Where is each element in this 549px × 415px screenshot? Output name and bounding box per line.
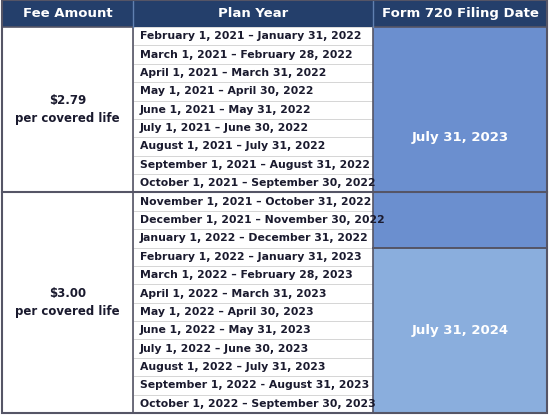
Text: October 1, 2021 – September 30, 2022: October 1, 2021 – September 30, 2022 (140, 178, 376, 188)
Bar (373, 27, 547, 248)
Bar (133, 339, 373, 358)
Bar (133, 303, 373, 321)
Bar (133, 137, 373, 156)
Text: Plan Year: Plan Year (218, 7, 288, 20)
Text: $3.00
per covered life: $3.00 per covered life (15, 287, 120, 318)
Text: February 1, 2022 – January 31, 2023: February 1, 2022 – January 31, 2023 (140, 252, 362, 262)
Text: April 1, 2022 – March 31, 2023: April 1, 2022 – March 31, 2023 (140, 288, 327, 298)
Bar (133, 211, 373, 229)
Text: May 1, 2021 – April 30, 2022: May 1, 2021 – April 30, 2022 (140, 86, 313, 96)
Text: July 1, 2022 – June 30, 2023: July 1, 2022 – June 30, 2023 (140, 344, 309, 354)
Bar (133, 64, 373, 82)
Text: September 1, 2021 – August 31, 2022: September 1, 2021 – August 31, 2022 (140, 160, 370, 170)
Text: July 31, 2024: July 31, 2024 (411, 324, 508, 337)
Text: July 1, 2021 – June 30, 2022: July 1, 2021 – June 30, 2022 (140, 123, 309, 133)
Text: Fee Amount: Fee Amount (23, 7, 113, 20)
Bar (133, 266, 373, 284)
Bar (133, 0, 373, 27)
Bar (133, 358, 373, 376)
Bar (373, 0, 547, 27)
Text: April 1, 2021 – March 31, 2022: April 1, 2021 – March 31, 2022 (140, 68, 326, 78)
Text: June 1, 2022 – May 31, 2023: June 1, 2022 – May 31, 2023 (140, 325, 312, 335)
Bar (2, 193, 133, 413)
Text: March 1, 2021 – February 28, 2022: March 1, 2021 – February 28, 2022 (140, 49, 352, 60)
Bar (133, 119, 373, 137)
Text: September 1, 2022 - August 31, 2023: September 1, 2022 - August 31, 2023 (140, 381, 369, 391)
Bar (133, 193, 373, 211)
Bar (133, 82, 373, 100)
Text: November 1, 2021 – October 31, 2022: November 1, 2021 – October 31, 2022 (140, 197, 371, 207)
Bar (2, 413, 547, 415)
Text: June 1, 2021 – May 31, 2022: June 1, 2021 – May 31, 2022 (140, 105, 312, 115)
Bar (2, 0, 133, 27)
Text: October 1, 2022 – September 30, 2023: October 1, 2022 – September 30, 2023 (140, 399, 376, 409)
Text: July 31, 2023: July 31, 2023 (411, 131, 508, 144)
Bar (133, 100, 373, 119)
Text: February 1, 2021 – January 31, 2022: February 1, 2021 – January 31, 2022 (140, 31, 361, 41)
Bar (133, 248, 373, 266)
Bar (133, 376, 373, 395)
Bar (2, 27, 133, 193)
Bar (133, 284, 373, 303)
Text: December 1, 2021 – November 30, 2022: December 1, 2021 – November 30, 2022 (140, 215, 385, 225)
Text: Form 720 Filing Date: Form 720 Filing Date (382, 7, 539, 20)
Bar (133, 45, 373, 64)
Text: August 1, 2022 – July 31, 2023: August 1, 2022 – July 31, 2023 (140, 362, 326, 372)
Bar (133, 229, 373, 248)
Text: $2.79
per covered life: $2.79 per covered life (15, 94, 120, 125)
Bar (133, 174, 373, 193)
Text: August 1, 2021 – July 31, 2022: August 1, 2021 – July 31, 2022 (140, 142, 326, 151)
Text: January 1, 2022 – December 31, 2022: January 1, 2022 – December 31, 2022 (140, 233, 369, 243)
Bar (133, 395, 373, 413)
Bar (133, 27, 373, 45)
Bar (133, 321, 373, 339)
Text: May 1, 2022 – April 30, 2023: May 1, 2022 – April 30, 2023 (140, 307, 313, 317)
Bar (133, 156, 373, 174)
Text: March 1, 2022 – February 28, 2023: March 1, 2022 – February 28, 2023 (140, 270, 353, 280)
Bar (373, 248, 547, 413)
